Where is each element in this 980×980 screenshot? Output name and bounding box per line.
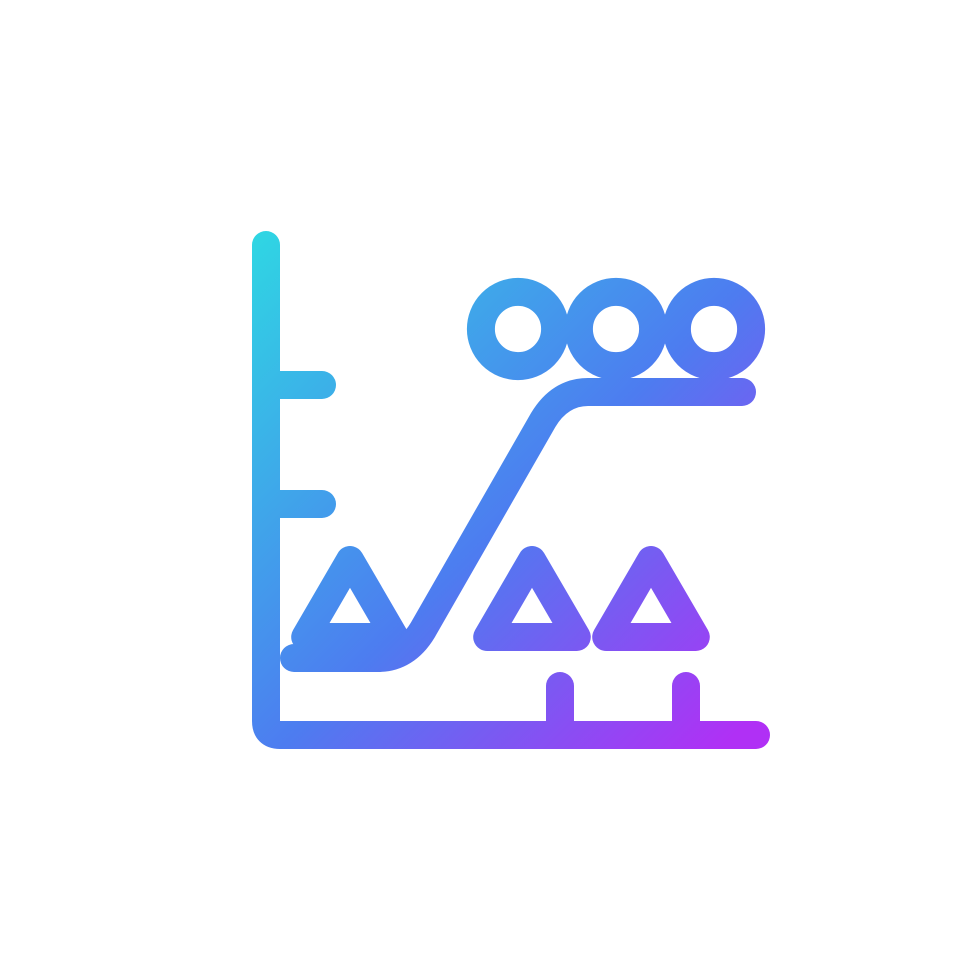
class-triangle-markers xyxy=(305,560,696,637)
class-circle-markers xyxy=(481,292,751,366)
logistic-regression-chart-icon xyxy=(140,140,840,840)
